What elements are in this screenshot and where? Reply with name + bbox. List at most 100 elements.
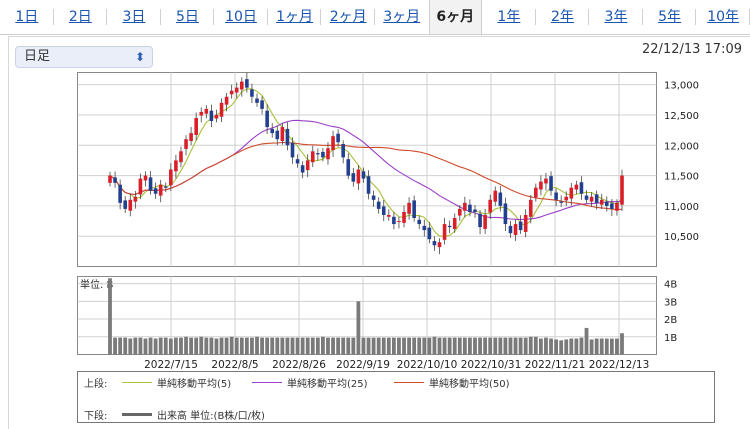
tab-8[interactable]: 3ヶ月 xyxy=(383,9,421,25)
tab-9[interactable]: 6ヶ月 xyxy=(428,0,483,34)
candlestick xyxy=(179,146,183,168)
volume-bar xyxy=(123,337,128,355)
price-tick-label: 13,000 xyxy=(664,81,699,92)
x-tick-label: 2022/8/26 xyxy=(272,359,326,371)
candle-body xyxy=(442,224,447,240)
x-tick-label: 2022/12/13 xyxy=(589,359,650,371)
candle-body xyxy=(463,202,467,211)
tab-14[interactable]: 10年 xyxy=(696,0,750,34)
candle-body xyxy=(143,175,148,181)
volume-bar xyxy=(432,336,437,355)
tab-4[interactable]: 5日 xyxy=(161,0,215,34)
tab-12[interactable]: 3年 xyxy=(589,0,643,34)
volume-bar xyxy=(599,338,604,355)
candlestick xyxy=(245,72,249,93)
candle-body xyxy=(245,79,249,88)
candlestick xyxy=(544,173,548,191)
volume-bar xyxy=(604,338,609,355)
volume-bar xyxy=(270,337,275,355)
candlestick xyxy=(523,209,528,238)
sma50-line xyxy=(109,141,623,211)
candle-body xyxy=(513,224,518,235)
candlestick xyxy=(143,171,148,187)
candlestick xyxy=(305,154,310,178)
volume-bar xyxy=(224,337,229,355)
volume-bar xyxy=(457,337,462,355)
legend-lower-label: 下段: xyxy=(84,411,108,422)
candlestick xyxy=(270,123,275,138)
candle-body xyxy=(488,199,492,213)
volume-bar xyxy=(544,337,548,355)
volume-bar xyxy=(513,337,518,355)
chevron-updown-icon: ⬍ xyxy=(134,50,145,64)
candle-body xyxy=(493,190,498,202)
volume-bar xyxy=(148,337,153,355)
candlestick xyxy=(158,179,163,203)
candle-body xyxy=(544,178,548,184)
volume-bar xyxy=(179,337,183,355)
volume-tick-label: 4B xyxy=(664,280,677,291)
candle-body xyxy=(518,221,523,231)
candle-body xyxy=(224,96,229,105)
tab-2[interactable]: 2日 xyxy=(54,0,108,34)
candlestick xyxy=(620,169,624,211)
candlestick xyxy=(123,196,128,214)
candlestick xyxy=(589,192,594,207)
volume-bar xyxy=(189,337,194,355)
price-tick-label: 12,500 xyxy=(664,111,699,122)
volume-unit-label: 単位: B xyxy=(80,278,114,291)
candlestick xyxy=(528,194,533,224)
tab-5[interactable]: 10日 xyxy=(214,0,268,34)
candlestick xyxy=(574,180,579,195)
interval-select-value: 日足 xyxy=(24,49,51,64)
candlestick xyxy=(169,163,173,192)
legend-swatch xyxy=(122,382,152,383)
candle-body xyxy=(118,184,122,203)
candle-body xyxy=(189,133,193,142)
candlestick xyxy=(108,171,112,187)
tab-1[interactable]: 1日 xyxy=(0,0,54,34)
volume-bar xyxy=(564,339,569,355)
candlestick xyxy=(280,122,285,145)
candlestick xyxy=(275,125,280,146)
candlestick xyxy=(392,211,396,230)
candle-body xyxy=(295,159,300,164)
candlestick xyxy=(483,209,487,234)
candle-body xyxy=(351,173,356,182)
volume-tick-label: 3B xyxy=(664,297,677,308)
candlestick xyxy=(447,220,452,234)
candlestick xyxy=(594,190,599,210)
candle-body xyxy=(290,142,295,158)
tab-6[interactable]: 1ヶ月 xyxy=(268,0,322,34)
tab-13[interactable]: 5年 xyxy=(643,0,697,34)
candle-body xyxy=(316,153,320,155)
candle-body xyxy=(417,219,422,225)
candlestick xyxy=(204,105,209,119)
tab-3[interactable]: 3日 xyxy=(107,0,161,34)
candlestick xyxy=(473,205,477,218)
tab-7[interactable]: 2ヶ月 xyxy=(321,0,375,34)
x-tick-label: 2022/10/31 xyxy=(461,359,522,371)
tab-11[interactable]: 2年 xyxy=(536,0,590,34)
chart-panel xyxy=(8,36,750,429)
tab-10[interactable]: 1年 xyxy=(482,0,536,34)
candlestick xyxy=(599,193,604,209)
interval-select[interactable]: 日足 ⬍ xyxy=(15,46,153,68)
volume-bar xyxy=(361,337,366,355)
candlestick xyxy=(604,196,609,212)
volume-bar xyxy=(138,337,143,355)
candlestick xyxy=(554,188,558,207)
candle-body xyxy=(240,81,244,90)
volume-bar xyxy=(285,337,290,355)
price-plot-area xyxy=(77,72,657,267)
candle-body xyxy=(503,203,508,225)
volume-bar xyxy=(265,337,270,355)
volume-bar xyxy=(346,337,351,355)
candlestick xyxy=(457,205,462,221)
volume-bar xyxy=(214,338,219,355)
price-tick-label: 11,000 xyxy=(664,202,699,213)
volume-bar xyxy=(508,337,513,355)
candlestick xyxy=(295,154,300,168)
candle-body xyxy=(234,87,239,93)
volume-bar xyxy=(589,339,594,355)
